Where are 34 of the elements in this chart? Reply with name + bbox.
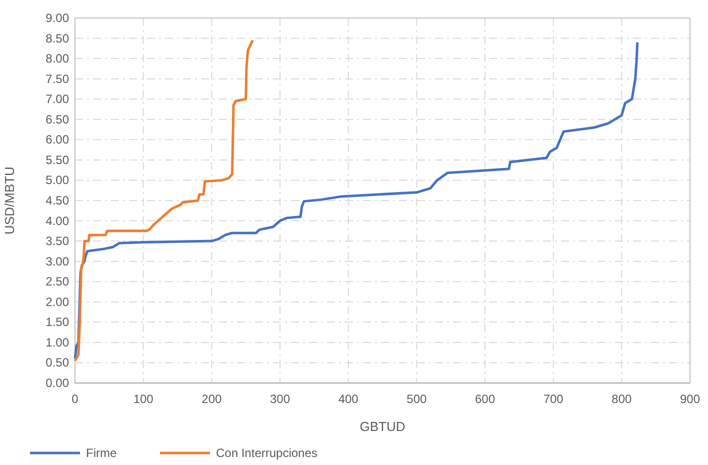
y-tick-label: 7.00 [46,92,70,106]
x-tick-label: 100 [133,392,154,406]
y-tick-label: 4.00 [46,214,70,228]
x-tick-label: 0 [72,392,79,406]
y-tick-label: 3.00 [46,254,70,268]
y-tick-label: 1.00 [46,335,70,350]
legend-label: Con Interrupciones [216,446,318,460]
y-tick-label: 6.50 [46,112,70,126]
y-tick-label: 1.50 [46,315,70,330]
y-tick-label: 2.00 [46,294,70,309]
x-tick-label: 400 [338,392,359,406]
y-tick-label: 9.00 [46,11,70,25]
x-tick-label: 700 [543,392,564,406]
x-tick-label: 800 [612,392,632,406]
y-tick-label: 6.00 [46,132,70,147]
legend-label: Firme [86,446,117,460]
y-tick-label: 3.50 [46,234,70,248]
x-axis-title: GBTUD [360,419,406,434]
y-tick-label: 7.50 [46,72,70,86]
x-tick-label: 600 [474,392,496,406]
x-tick-label: 500 [406,392,427,406]
y-tick-label: 0.00 [46,376,70,390]
y-axis-title: USD/MBTU [2,166,17,234]
y-tick-label: 0.50 [46,356,70,370]
y-tick-label: 5.50 [46,152,70,167]
y-tick-label: 2.50 [46,274,70,289]
line-series [74,39,254,362]
y-tick-label: 8.50 [46,31,70,46]
x-tick-label: 300 [270,392,290,406]
y-tick-label: 8.00 [46,52,70,66]
y-tick-label: 4.50 [46,194,70,208]
x-tick-label: 900 [680,392,700,406]
y-tick-label: 5.00 [46,173,70,188]
x-tick-label: 200 [202,392,222,406]
